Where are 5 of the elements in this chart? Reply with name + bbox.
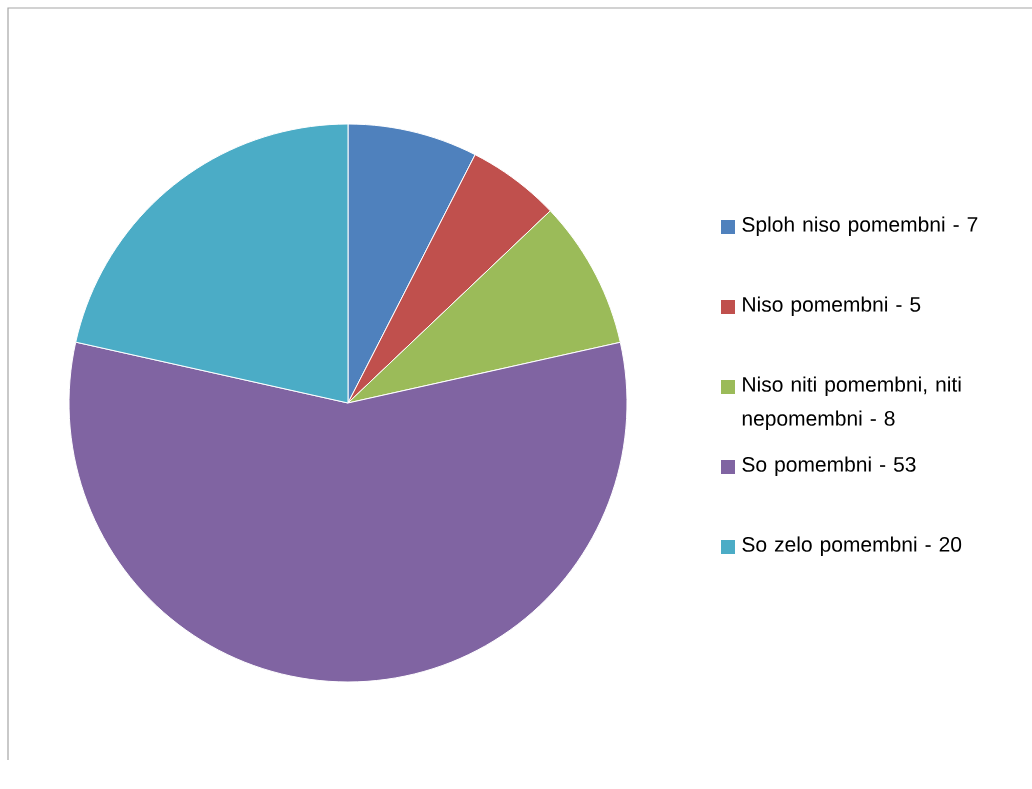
legend-label: Sploh niso pomembni - 7	[742, 216, 978, 236]
legend-label: So pomembni - 53	[742, 456, 916, 476]
legend-label: Niso pomembni - 5	[743, 296, 921, 316]
legend-label: So zelo pomembni - 20	[742, 536, 962, 556]
legend-label: Niso niti pomembni, niti nepomembni - 8	[742, 376, 961, 430]
